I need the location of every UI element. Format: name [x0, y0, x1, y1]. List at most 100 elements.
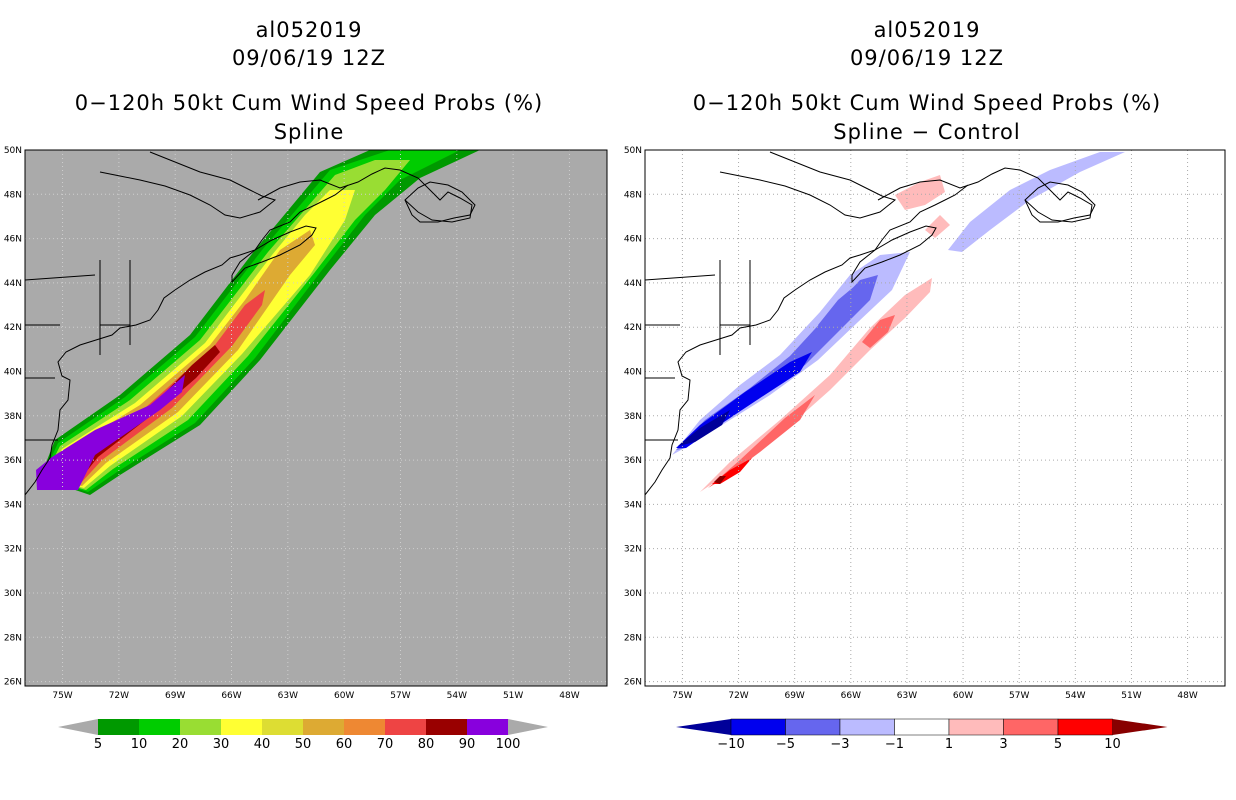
colorbar-swatch: [221, 719, 262, 735]
lat-tick-label: 34N: [624, 500, 642, 510]
coastline-us-east: [25, 184, 349, 496]
colorbar-swatch: [139, 719, 180, 735]
lon-tick-label: 51W: [503, 691, 523, 701]
lat-tick-label: 26N: [4, 678, 22, 688]
left-panel: al052019 09/06/19 12Z 0−120h 50kt Cum Wi…: [74, 18, 544, 144]
lon-tick-label: 60W: [953, 691, 973, 701]
lon-tick-label: 51W: [1121, 691, 1141, 701]
lat-tick-label: 38N: [4, 412, 22, 422]
colorbar-swatch: [98, 719, 139, 735]
colorbar-high-extend: [508, 719, 548, 735]
colorbar-swatch: [1003, 718, 1059, 736]
lat-tick-label: 46N: [4, 235, 22, 245]
colorbar-label: −1: [885, 737, 904, 752]
colorbar-low-extend: [676, 719, 731, 735]
us-state-borders: [645, 260, 751, 441]
lat-tick-label: 32N: [624, 545, 642, 555]
colorbar-swatch: [262, 719, 303, 735]
lon-tick-label: 57W: [390, 691, 410, 701]
right-panel: al052019 09/06/19 12Z 0−120h 50kt Cum Wi…: [618, 0, 1236, 800]
right-graticule: [645, 150, 1225, 686]
lat-tick-label: 44N: [4, 279, 22, 289]
lon-tick-label: 63W: [278, 691, 298, 701]
colorbar-label: −3: [830, 737, 849, 752]
colorbar-swatch: [948, 718, 1004, 736]
colorbar-label: 20: [172, 737, 189, 752]
colorbar-label: 3: [999, 737, 1007, 752]
lon-tick-label: 69W: [165, 691, 185, 701]
colorbar-swatch: [344, 719, 385, 735]
lon-tick-label: 75W: [672, 691, 692, 701]
panel-subtitle: Spline − Control: [833, 120, 1021, 144]
coastline-gulf-stlawrence: [257, 167, 473, 223]
colorbar-swatch: [730, 718, 786, 736]
lat-tick-label: 28N: [4, 633, 22, 643]
colorbar-low-extend: [58, 719, 98, 735]
lon-tick-label: 75W: [52, 691, 72, 701]
lat-tick-label: 32N: [4, 545, 22, 555]
colorbar-swatch: [1057, 718, 1113, 736]
right-axis-labels: 50N 48N 46N 44N 42N 40N 38N 36N 34N 32N 30N 28N 26N 7…: [624, 146, 1198, 701]
lat-tick-label: 28N: [624, 633, 642, 643]
probability-swath: [36, 150, 480, 495]
lat-tick-label: 40N: [624, 367, 642, 377]
lon-tick-label: 69W: [784, 691, 804, 701]
us-state-borders: [25, 260, 131, 441]
lat-tick-label: 36N: [4, 456, 22, 466]
pos-band-3: [708, 395, 815, 488]
product-title: 0−120h 50kt Cum Wind Speed Probs (%): [74, 91, 544, 115]
coastline-quebec: [719, 151, 897, 219]
coastline-gulf-stlawrence: [877, 167, 1093, 223]
colorbar-swatch: [180, 719, 221, 735]
lon-tick-label: 72W: [728, 691, 748, 701]
colorbar-label: 1: [945, 737, 953, 752]
coastline-quebec: [99, 151, 277, 219]
colorbar-label: 10: [131, 737, 148, 752]
lon-tick-label: 48W: [1177, 691, 1197, 701]
colorbar-swatch: [894, 718, 950, 736]
left-map: 50N 48N 46N 44N 42N 40N 38N 36N 34N 32N 30N 28N 26N 7…: [4, 146, 608, 701]
colorbar-swatch: [303, 719, 344, 735]
left-colorbar: 5 10 20 30 40 50 60 70 80 90 100: [58, 719, 548, 752]
storm-id-title: al052019: [873, 18, 981, 42]
lat-tick-label: 42N: [624, 323, 642, 333]
lat-tick-label: 38N: [624, 412, 642, 422]
coastline-us-east: [645, 184, 969, 496]
colorbar-label: 30: [213, 737, 230, 752]
colorbar-label: 80: [418, 737, 435, 752]
lat-tick-label: 42N: [4, 323, 22, 333]
lat-tick-label: 30N: [4, 589, 22, 599]
colorbar-swatch: [785, 718, 841, 736]
colorbar-label: 90: [459, 737, 476, 752]
colorbar-label: 5: [1054, 737, 1062, 752]
colorbar-label: −5: [776, 737, 795, 752]
coastline-newfoundland: [404, 181, 476, 223]
lat-tick-label: 34N: [4, 500, 22, 510]
coastline-nova-scotia: [231, 225, 317, 284]
left-coastlines: [25, 151, 476, 496]
left-graticule: [25, 150, 607, 686]
datetime-title: 09/06/19 12Z: [231, 46, 387, 70]
lat-tick-label: 44N: [624, 279, 642, 289]
right-map: 50N 48N 46N 44N 42N 40N 38N 36N 34N 32N 30N 28N 26N 7…: [624, 146, 1226, 701]
colorbar-label: 100: [496, 737, 521, 752]
left-map-frame: [24, 149, 608, 687]
panel-subtitle: Spline: [273, 120, 345, 144]
lon-tick-label: 66W: [221, 691, 241, 701]
lon-tick-label: 66W: [841, 691, 861, 701]
colorbar-swatch: [467, 719, 508, 735]
coastline-nova-scotia: [851, 225, 937, 284]
pos-band-3-north: [862, 315, 895, 348]
colorbar-label: 70: [377, 737, 394, 752]
coastline-newfoundland: [1024, 181, 1096, 223]
colorbar-label: 60: [336, 737, 353, 752]
lon-tick-label: 54W: [447, 691, 467, 701]
pos-band-10: [714, 476, 726, 484]
right-map-background: [645, 150, 1225, 686]
lon-tick-label: 54W: [1065, 691, 1085, 701]
storm-id-title: al052019: [255, 18, 363, 42]
right-map-frame: [644, 149, 1226, 687]
neg-band-2: [948, 152, 1125, 252]
neg-band-3-upper: [818, 280, 870, 330]
